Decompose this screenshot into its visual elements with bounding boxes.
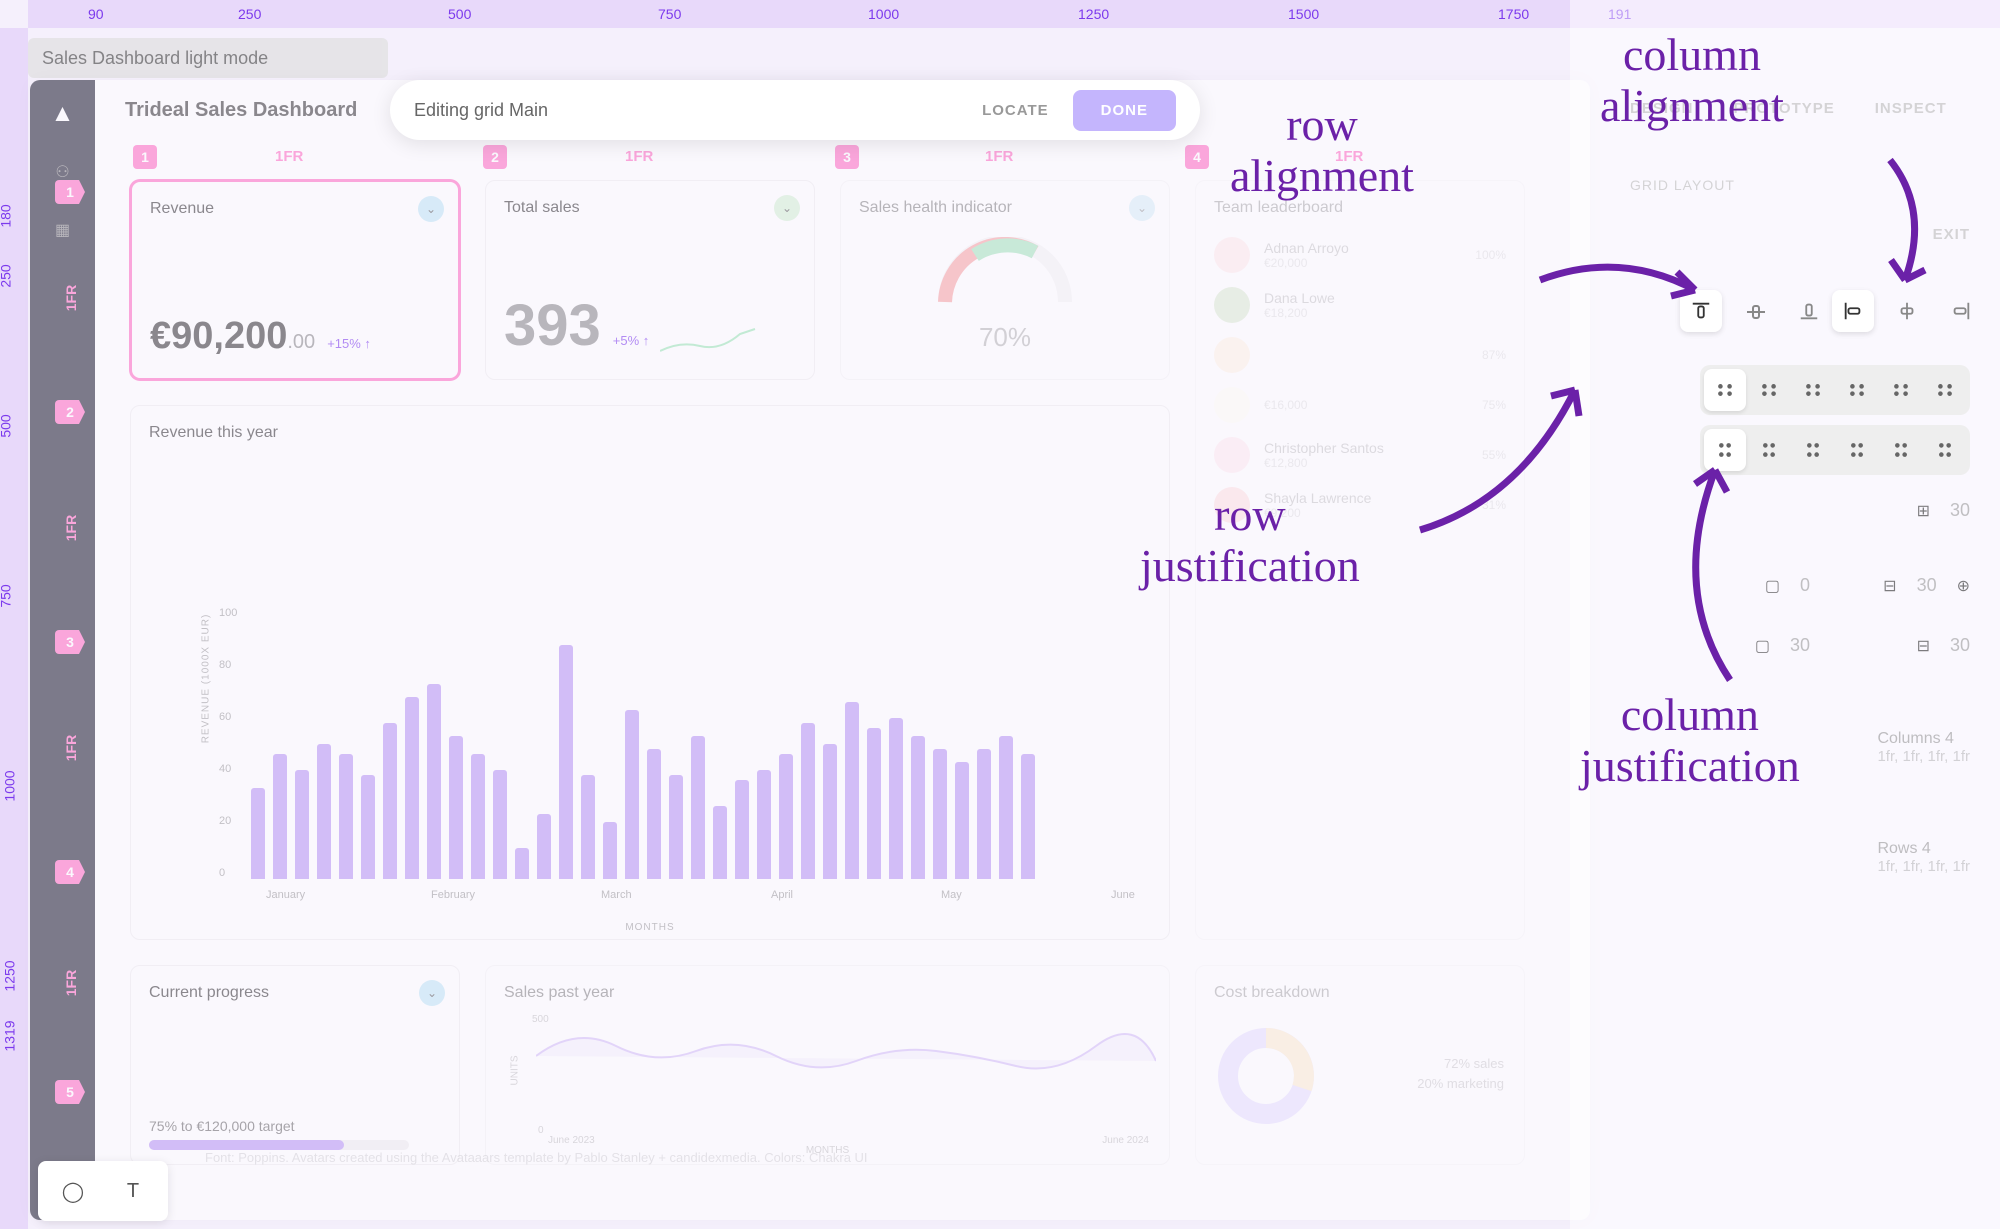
nav-calendar-icon[interactable]: ▦ (49, 216, 77, 244)
align-bottom-button[interactable] (1788, 290, 1830, 332)
health-card[interactable]: Sales health indicator ⌄ 70% (840, 180, 1170, 380)
expand-icon[interactable]: ⊕ (1957, 576, 1970, 596)
gap-icon: ⊞ (1917, 501, 1930, 521)
justify-option-5[interactable] (1924, 369, 1966, 411)
app-logo-icon: ▲ (51, 100, 75, 128)
leader-title: Team leaderboard (1214, 199, 1506, 217)
chevron-down-icon[interactable]: ⌄ (1129, 195, 1155, 221)
justify-option-3[interactable] (1836, 429, 1878, 471)
shape-tool-icon[interactable]: ◯ (61, 1179, 85, 1203)
revenue-delta: +15% ↑ (327, 336, 371, 351)
text-tool-icon[interactable]: T (121, 1179, 145, 1203)
locate-button[interactable]: LOCATE (958, 92, 1073, 129)
row-justify-controls (1700, 365, 1970, 415)
bottom-toolbar: ◯ T (38, 1161, 168, 1221)
gap-icon: ⊟ (1883, 576, 1896, 596)
revenue-value: €90,200.00 (150, 315, 315, 357)
anno-col-justification: columnjustification (1580, 690, 1800, 791)
anno-row-justification: rowjustification (1140, 490, 1360, 591)
cost-card[interactable]: Cost breakdown 72% sales 20% marketing (1195, 965, 1525, 1165)
arrow-icon (1850, 150, 1970, 310)
revyear-bars (251, 619, 1139, 879)
arrow-icon (1530, 130, 1730, 330)
align-middle-button[interactable] (1734, 290, 1776, 332)
done-button[interactable]: DONE (1073, 90, 1176, 131)
credit-text: Font: Poppins. Avatars created using the… (205, 1150, 868, 1165)
app-title: Trideal Sales Dashboard (125, 99, 357, 122)
health-pct: 70% (979, 322, 1031, 353)
spast-title: Sales past year (504, 984, 1151, 1002)
sales-past-card[interactable]: Sales past year UNITS MONTHS 500 0 June … (485, 965, 1170, 1165)
justify-option-1[interactable] (1748, 369, 1790, 411)
grid-edit-toolbar: Editing grid Main LOCATE DONE (390, 80, 1200, 140)
vertical-ruler: 180250500750100012501319 (0, 28, 28, 1229)
tab-inspect[interactable]: INSPECT (1875, 100, 1947, 117)
revyear-card[interactable]: Revenue this year REVENUE (1000X EUR) MO… (130, 405, 1170, 940)
gap-icon: ⊟ (1917, 636, 1930, 656)
progress-card[interactable]: Current progress ⌄ 75% to €120,000 targe… (130, 965, 460, 1165)
revenue-card[interactable]: Revenue ⌄ €90,200.00 +15% ↑ (130, 180, 460, 380)
revyear-xlabel: MONTHS (625, 922, 674, 933)
anno-row-alignment: rowalignment (1230, 100, 1414, 201)
health-title: Sales health indicator (859, 199, 1151, 217)
progress-title: Current progress (149, 984, 441, 1002)
sales-title: Total sales (504, 199, 796, 217)
anno-col-alignment: columnalignment (1600, 30, 1784, 131)
chevron-down-icon[interactable]: ⌄ (419, 980, 445, 1006)
progress-bar (149, 1140, 409, 1150)
total-sales-card[interactable]: Total sales ⌄ 393 +5% ↑ (485, 180, 815, 380)
sales-value: 393 (504, 293, 601, 358)
justify-option-2[interactable] (1792, 369, 1834, 411)
revyear-ylabel: REVENUE (1000X EUR) (200, 613, 211, 743)
cost-title: Cost breakdown (1214, 984, 1506, 1002)
arrow-icon (1410, 330, 1630, 550)
justify-option-4[interactable] (1880, 429, 1922, 471)
revenue-title: Revenue (150, 200, 440, 218)
chevron-down-icon[interactable]: ⌄ (774, 195, 800, 221)
progress-text: 75% to €120,000 target (149, 1118, 295, 1134)
canvas-title: Sales Dashboard light mode (28, 38, 388, 78)
justify-option-0[interactable] (1704, 369, 1746, 411)
justify-option-5[interactable] (1924, 429, 1966, 471)
justify-option-4[interactable] (1880, 369, 1922, 411)
revyear-title: Revenue this year (149, 424, 1151, 442)
chevron-down-icon[interactable]: ⌄ (418, 196, 444, 222)
editing-label: Editing grid Main (414, 100, 548, 121)
justify-option-3[interactable] (1836, 369, 1878, 411)
design-canvas: ▲ ⚇ ▦ Trideal Sales Dashboard 11FR21FR31… (30, 80, 1590, 1220)
sales-delta: +5% ↑ (613, 333, 650, 348)
arrow-icon (1660, 450, 1800, 700)
